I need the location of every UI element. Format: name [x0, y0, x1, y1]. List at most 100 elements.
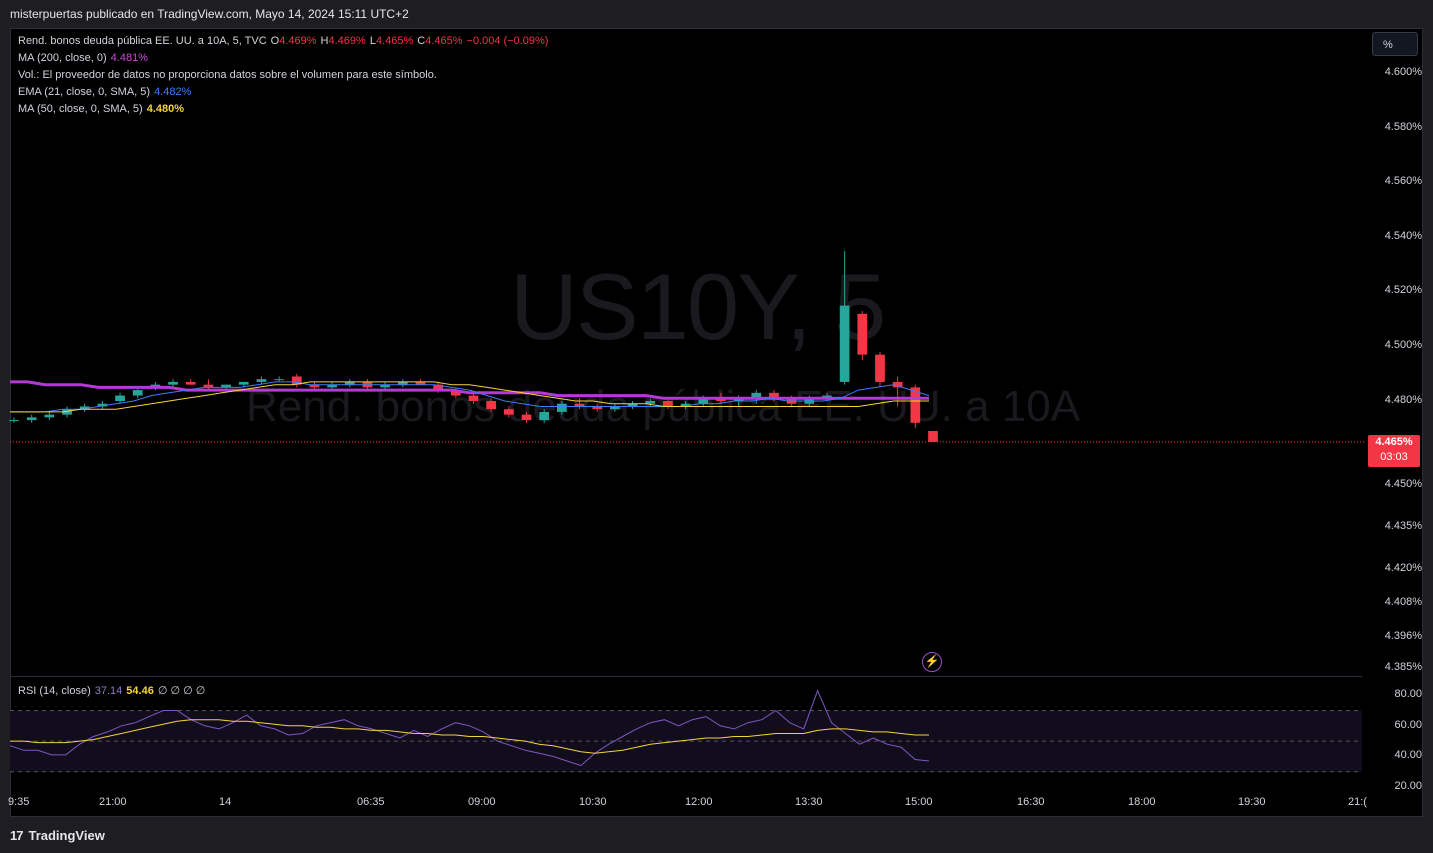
- rsi-ma-value: 54.46: [126, 685, 154, 697]
- rsi-line: [9, 689, 930, 767]
- legend-ema21-row[interactable]: EMA (21, close, 0, SMA, 5) 4.482%: [18, 86, 195, 98]
- candle-body: [415, 381, 426, 385]
- legend-low-label: L: [369, 35, 376, 47]
- candle-body: [857, 313, 868, 355]
- rsi-legend[interactable]: RSI (14, close) 37.14 54.46 ∅ ∅ ∅ ∅: [18, 684, 209, 697]
- candle-body: [9, 420, 19, 422]
- price-tick-label: 4.480%: [1384, 394, 1422, 406]
- price-tick-label: 4.435%: [1384, 520, 1422, 532]
- price-tick-label: 4.520%: [1384, 284, 1422, 296]
- candle-body: [115, 395, 125, 401]
- time-tick-label: 9:35: [8, 796, 30, 808]
- candle-body: [680, 403, 691, 407]
- rsi-tick-label: 80.00: [1394, 688, 1422, 701]
- pane-separator[interactable]: [10, 676, 1362, 677]
- candle-body: [892, 381, 903, 388]
- candle-body: [486, 401, 497, 410]
- legend-ema21-label: EMA (21, close, 0, SMA, 5): [18, 86, 151, 98]
- candle-body: [397, 381, 408, 385]
- legend-close-value: 4.465%: [425, 35, 463, 47]
- candle-body: [62, 409, 72, 415]
- legend-close-label: C: [417, 35, 426, 47]
- candle-body: [168, 381, 178, 385]
- legend-symbol-desc[interactable]: Rend. bonos deuda pública EE. UU. a 10A,…: [18, 35, 267, 47]
- legend-high-value: 4.469%: [328, 35, 366, 47]
- price-tick-label: 4.420%: [1384, 562, 1422, 574]
- candle-body: [503, 409, 514, 415]
- price-tick-label: 4.540%: [1384, 230, 1422, 242]
- percent-scale-button[interactable]: %: [1372, 32, 1418, 56]
- time-tick-label: 06:35: [357, 796, 385, 808]
- rsi-tick-label: 60.00: [1394, 718, 1422, 731]
- time-tick-label: 14: [219, 796, 232, 808]
- legend-ema21-value: 4.482%: [154, 86, 192, 98]
- candle-body: [44, 414, 55, 418]
- legend-ma200-row[interactable]: MA (200, close, 0) 4.481%: [18, 52, 152, 64]
- time-tick-label: 15:00: [905, 796, 933, 808]
- candle-body: [592, 406, 603, 410]
- price-tick-label: 4.560%: [1384, 175, 1422, 187]
- candle-body: [627, 403, 638, 407]
- legend-ma50-row[interactable]: MA (50, close, 0, SMA, 5) 4.480%: [18, 103, 188, 115]
- candle-body: [274, 379, 284, 381]
- candle-body: [450, 390, 461, 396]
- time-tick-label: 10:30: [579, 796, 607, 808]
- candle-body: [256, 379, 267, 382]
- legend-symbol-row: Rend. bonos deuda pública EE. UU. a 10A,…: [18, 35, 552, 47]
- candle-body: [751, 392, 762, 399]
- candle-body: [769, 392, 779, 399]
- watermark-symbol: US10Y, 5: [510, 254, 886, 359]
- rsi-label: RSI (14, close): [18, 685, 91, 697]
- footer-brand: TradingView: [28, 827, 105, 843]
- candle-body: [203, 384, 214, 388]
- legend-low-value: 4.465%: [375, 35, 414, 47]
- candle-body: [557, 403, 567, 412]
- price-tick-label: 4.500%: [1384, 339, 1422, 351]
- candle-body: [132, 390, 143, 396]
- time-tick-label: 21:00: [99, 796, 127, 808]
- candle-body: [539, 411, 550, 421]
- candle-body: [221, 384, 231, 388]
- rsi-ma-line: [10, 719, 929, 754]
- current-price-value: 4.465%: [1375, 436, 1413, 448]
- candle-body: [309, 384, 320, 388]
- tradingview-logo-icon: 17: [10, 827, 24, 843]
- time-tick-label: 18:00: [1128, 796, 1156, 808]
- candle-body: [380, 384, 390, 388]
- candle-body: [185, 381, 196, 385]
- candle-body: [26, 417, 37, 421]
- candle-body: [928, 430, 938, 442]
- candle-body: [468, 395, 479, 401]
- candle-body: [97, 403, 108, 407]
- chart-frame[interactable]: [10, 28, 1423, 817]
- candle-body: [238, 381, 249, 385]
- time-tick-label: 16:30: [1017, 796, 1045, 808]
- candle-body: [344, 381, 355, 385]
- legend-change: −0.004 (−0.09%): [466, 35, 549, 47]
- candle-body: [698, 398, 709, 404]
- time-tick-label: 19:30: [1238, 796, 1266, 808]
- current-price-tag: 4.465% 03:03: [1368, 435, 1420, 467]
- time-tick-label: 09:00: [468, 796, 496, 808]
- candle-body: [645, 401, 656, 404]
- countdown: 03:03: [1380, 451, 1408, 463]
- time-tick-label: 21:(: [1348, 796, 1367, 808]
- lightning-icon[interactable]: ⚡: [922, 652, 942, 672]
- candle-body: [521, 414, 532, 421]
- candle-body: [663, 401, 673, 407]
- candle-body: [910, 387, 921, 423]
- rsi-value: 37.14: [94, 685, 123, 697]
- footer: 17 TradingView: [10, 824, 105, 846]
- candle-body: [291, 376, 302, 385]
- price-tick-label: 4.408%: [1384, 596, 1422, 608]
- price-tick-label: 4.600%: [1384, 66, 1422, 78]
- legend-ma50-value: 4.480%: [146, 103, 185, 115]
- publisher-line: misterpuertas publicado en TradingView.c…: [10, 7, 409, 21]
- legend-ma50-label: MA (50, close, 0, SMA, 5): [18, 103, 143, 115]
- rsi-tick-label: 40.00: [1394, 749, 1422, 762]
- time-tick-label: 13:30: [795, 796, 823, 808]
- candle-body: [875, 354, 885, 382]
- ma200-line: [10, 380, 929, 400]
- price-tick-label: 4.385%: [1384, 661, 1422, 673]
